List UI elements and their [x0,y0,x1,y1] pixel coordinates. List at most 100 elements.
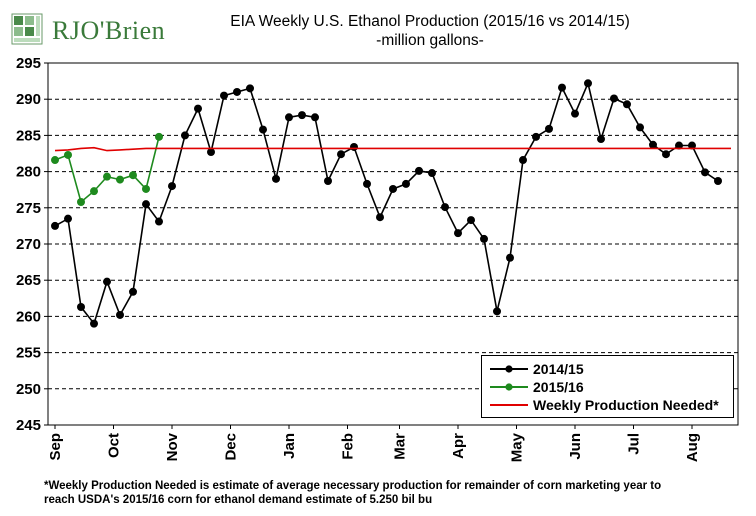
chart-title: EIA Weekly U.S. Ethanol Production (2015… [230,13,630,30]
data-point [441,203,449,212]
series-1 [51,132,163,207]
y-tick-label: 270 [16,236,41,253]
series-line [54,146,731,152]
legend-swatch-production-needed [490,404,528,406]
data-point [246,84,254,93]
data-point [454,229,462,238]
data-point [116,175,124,184]
x-tick-label: May [509,432,526,462]
data-point [194,104,202,113]
data-point [116,310,124,319]
data-point [103,172,111,181]
data-point [285,113,293,122]
data-point [532,132,540,141]
data-point [324,177,332,186]
data-point [272,174,280,183]
data-point [610,94,618,103]
data-point [77,198,85,207]
data-point [64,150,72,159]
data-point [389,184,397,193]
data-point [415,166,423,175]
data-point [233,87,241,96]
y-tick-label: 255 [16,345,41,362]
legend-swatch-2015-16 [490,383,528,391]
legend-label-2014-15: 2014/15 [533,361,584,377]
legend-item-production-needed: Weekly Production Needed* [488,396,732,414]
x-tick-label: Mar [392,433,409,460]
data-point [597,135,605,144]
data-point [142,184,150,193]
data-point [701,168,709,177]
data-point [688,141,696,150]
logo-mark-icon [11,13,43,45]
plot-frame [47,62,739,426]
series-line [54,136,160,204]
data-point [428,169,436,178]
x-tick-label: Dec [223,433,240,461]
x-tick-label: Sep [47,433,64,461]
footnote-line-2: reach USDA's 2015/16 corn for ethanol de… [44,494,433,506]
legend-swatch-2014-15 [490,365,528,373]
y-tick-label: 245 [16,417,41,434]
legend-item-2014-15: 2014/15 [488,360,732,378]
x-tick-label: Jan [281,433,298,459]
data-point [480,234,488,243]
data-point [129,171,137,180]
y-tick-label: 295 [16,55,41,72]
data-point [155,217,163,226]
data-point [51,156,59,165]
data-point [363,179,371,188]
y-tick-label: 280 [16,164,41,181]
legend-label-production-needed: Weekly Production Needed* [533,397,719,413]
y-tick-label: 290 [16,91,41,108]
data-point [51,221,59,230]
series-line [54,80,719,326]
y-tick-label: 285 [16,127,41,144]
series-0 [51,79,722,328]
legend: 2014/15 2015/16 Weekly Production Needed… [481,355,734,418]
grid-layer [48,98,738,390]
data-point [558,83,566,92]
data-point [350,142,358,151]
data-point [207,148,215,157]
data-point [493,307,501,316]
data-point [714,177,722,186]
x-tick-label: Jun [567,433,584,460]
data-point [402,179,410,188]
legend-label-2015-16: 2015/16 [533,379,584,395]
data-point [298,111,306,120]
data-point [649,140,657,149]
data-point [675,141,683,150]
data-point [168,182,176,191]
data-point [623,100,631,109]
data-point [259,125,267,134]
logo-wordmark: RJO'Brien [52,16,166,45]
series-2 [54,146,731,152]
data-point [220,91,228,100]
data-point [90,187,98,196]
company-logo: RJO'Brien [10,10,165,48]
data-point [376,213,384,222]
x-tick-label: Jul [626,433,643,455]
x-tick-label: Nov [164,432,181,461]
data-point [584,79,592,88]
data-point [506,253,514,262]
footnote: *Weekly Production Needed is estimate of… [44,479,744,507]
y-tick-label: 250 [16,381,41,398]
data-point [181,131,189,140]
data-point [636,123,644,132]
data-point [571,109,579,118]
data-point [155,132,163,141]
data-point [337,150,345,159]
data-point [103,277,111,286]
legend-item-2015-16: 2015/16 [488,378,732,396]
series-layer [51,79,731,328]
chart-subtitle: -million gallons- [376,32,484,49]
axis-layer: 245 250 255 260 265 270 275 280 285 290 295 Sep Oct N… [16,55,701,462]
x-tick-label: Aug [684,433,701,462]
data-point [77,302,85,311]
y-tick-label: 275 [16,200,41,217]
data-point [90,319,98,328]
data-point [64,214,72,223]
